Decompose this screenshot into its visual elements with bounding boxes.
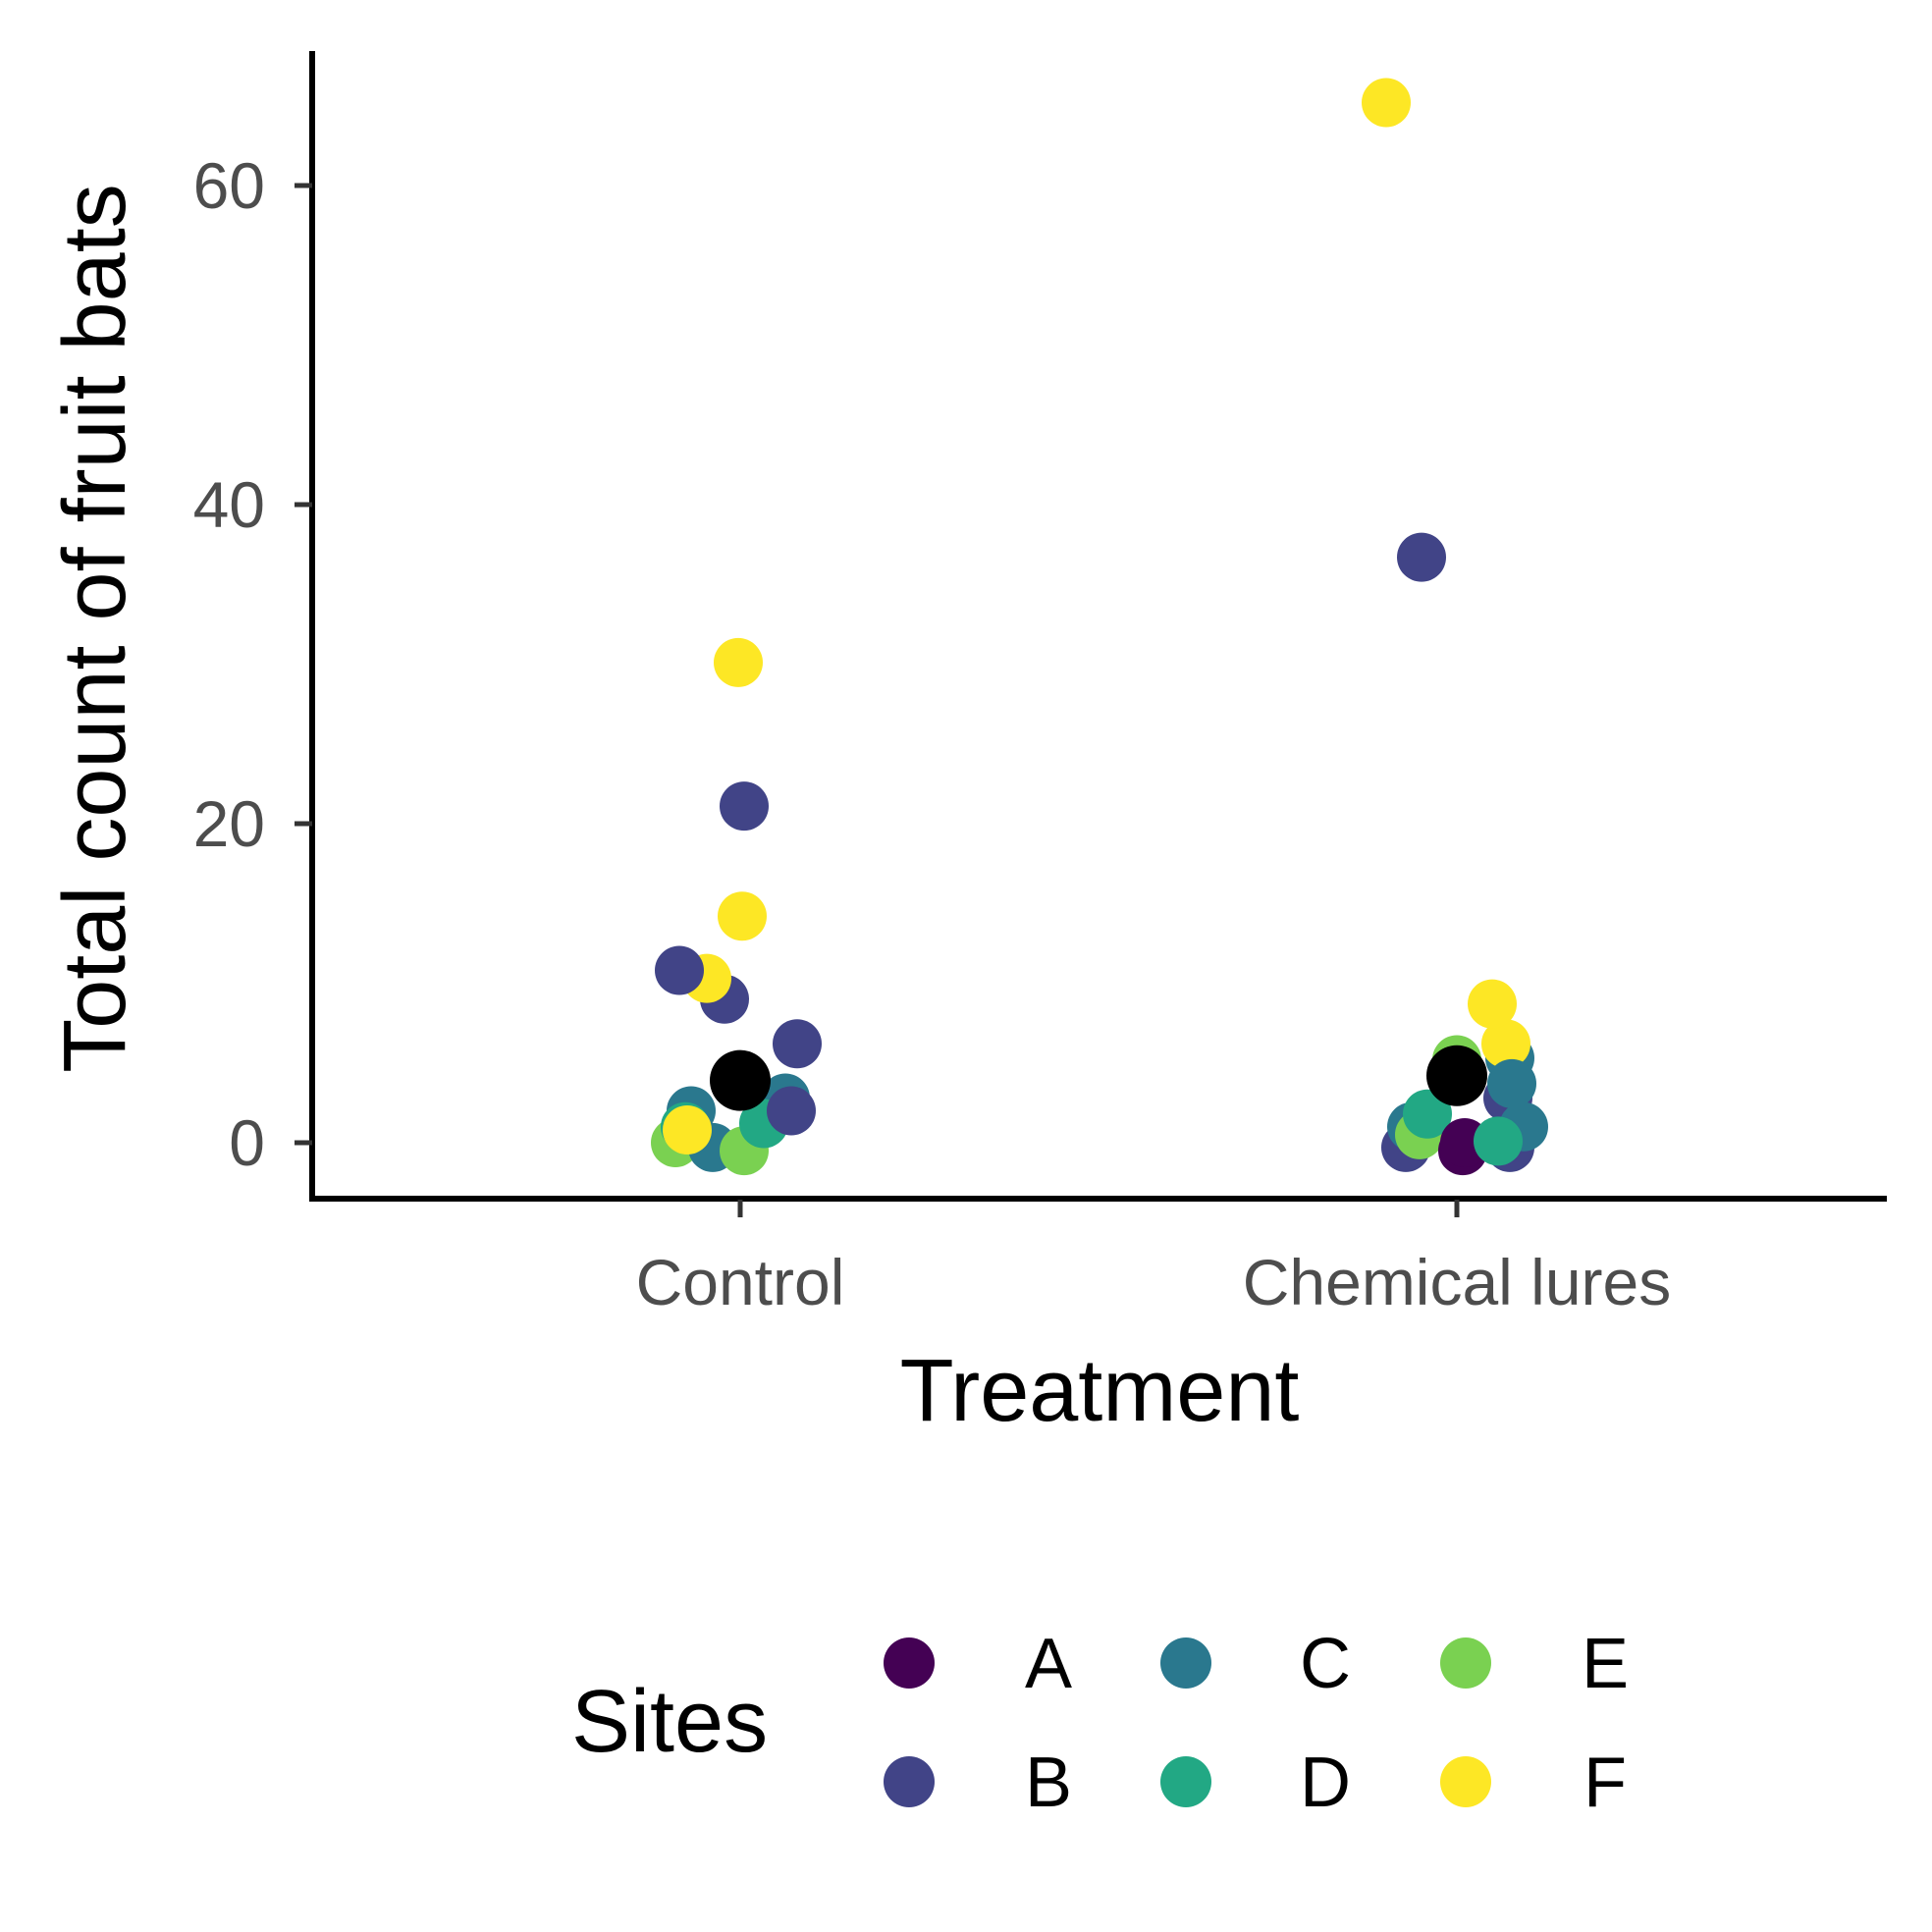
data-point [663,1105,712,1154]
y-axis-title: Total count of fruit bats [46,184,144,1073]
data-point [1468,979,1517,1029]
legend-label: C [1300,1625,1351,1703]
legend-items: AB CD EF [884,1625,1629,1822]
data-point [655,945,704,995]
y-tick-label: 0 [229,1106,265,1179]
y-tick-label: 20 [193,787,265,860]
data-point [1487,1058,1536,1108]
legend-swatch [1440,1756,1491,1807]
data-point [718,891,767,941]
y-axis-ticks: 0 20 40 60 [193,149,312,1179]
mean-point [710,1049,771,1111]
legend-swatch [1160,1756,1211,1807]
data-point [714,637,763,687]
legend-swatch [1160,1637,1211,1689]
data-point [1403,1089,1452,1139]
legend-swatch [1440,1637,1491,1689]
legend: Sites AB CD EF [571,1625,1629,1822]
legend-swatch [884,1756,935,1807]
legend-label: D [1300,1744,1351,1822]
data-point [720,781,769,832]
legend-swatch [884,1637,935,1689]
data-point [1397,532,1446,582]
x-axis-title: Treatment [900,1342,1300,1440]
data-point [1481,1019,1530,1069]
data-point [767,1086,816,1136]
legend-title: Sites [571,1673,768,1771]
legend-label: B [1025,1744,1072,1822]
plot-panel: 0 20 40 60 Control Chemical lures [193,51,1887,1318]
mean-points [710,1045,1487,1111]
mean-point [1426,1045,1487,1106]
legend-label: F [1583,1744,1627,1822]
legend-label: E [1582,1625,1629,1703]
x-tick-label: Chemical lures [1243,1246,1671,1318]
x-tick-label: Control [636,1246,845,1318]
x-axis-ticks: Control Chemical lures [636,1200,1671,1318]
y-tick-label: 40 [193,468,265,541]
data-points [651,78,1548,1176]
legend-label: A [1025,1625,1072,1703]
data-point [773,1019,822,1069]
y-tick-label: 60 [193,149,265,222]
data-point [1474,1116,1523,1166]
data-point [1362,78,1411,128]
